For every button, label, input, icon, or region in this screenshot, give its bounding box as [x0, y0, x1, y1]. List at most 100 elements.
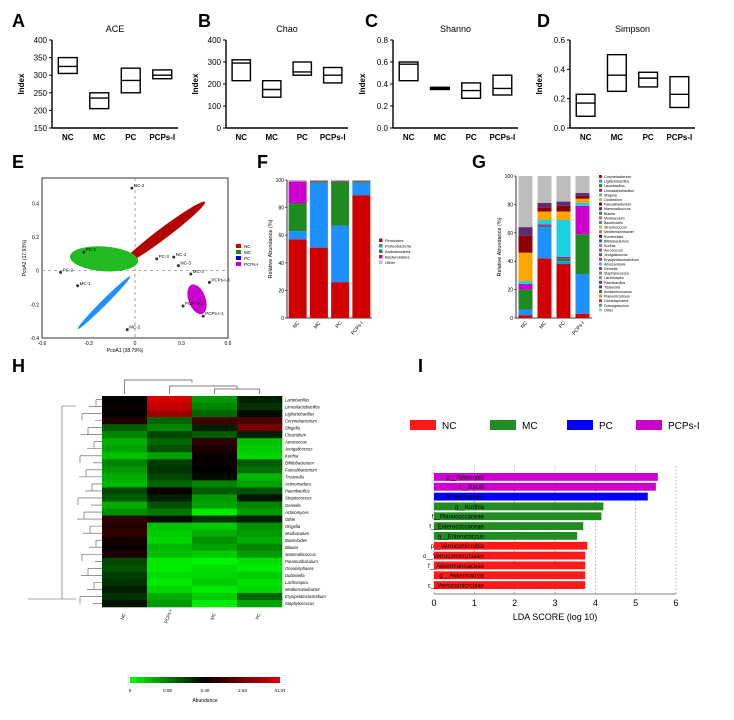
point-pc-1 [82, 250, 86, 254]
heatmap-cell [192, 445, 238, 453]
row-label: Kurthia [285, 454, 299, 459]
scale-tick-label: 0.40 [201, 688, 210, 693]
row-label: Mediterraneibacter [285, 587, 321, 592]
legend-label: NC [244, 244, 251, 249]
heatmap-cell [237, 550, 283, 559]
panel-letter-i: I [418, 356, 423, 376]
legend-label: Erysipelatoclostridium [604, 258, 639, 262]
heatmap-cell [237, 564, 283, 573]
scale-tick-label: 0.08 [163, 688, 172, 693]
point-pcps-i-1 [201, 314, 205, 318]
heatmap-cell [237, 445, 283, 453]
x-tick-label: 6 [673, 598, 678, 608]
heatmap-cell [192, 424, 238, 432]
heatmap-cell [237, 543, 283, 552]
bar-segment-mc [537, 227, 552, 259]
y-tick-label: 100 [276, 178, 285, 184]
legend-swatch [379, 238, 383, 242]
legend-swatch [599, 257, 602, 261]
heatmap-cell [102, 508, 148, 516]
legend-swatch [599, 248, 602, 252]
heatmap-cell [102, 396, 148, 404]
bar-segment-pc [556, 211, 571, 221]
legend-swatch [599, 294, 602, 298]
legend-swatch [599, 221, 602, 224]
bar-segment-pc [556, 264, 571, 318]
heatmap-cell [147, 529, 193, 537]
heatmap-cell [237, 410, 283, 418]
row-dendrogram [28, 399, 102, 604]
pcps-ellipse [187, 284, 207, 315]
y-tick-label: 0.2 [377, 102, 389, 111]
heatmap-cell [147, 592, 193, 601]
legend-label: Jeotgalicoccus [604, 253, 628, 257]
heatmap-cell [147, 466, 193, 474]
y-tick-label: 300 [208, 58, 222, 67]
legend-label: PCPs-I [668, 421, 700, 432]
boxplot-d: 0.0 0.2 0.4 0.6 Simpson Index NC MC PC PCPs-I [535, 24, 695, 142]
y-tick-label: 0.4 [32, 201, 39, 207]
bar-label: f__Enterococcaceae [429, 525, 484, 531]
bar-segment-mc [537, 202, 552, 208]
heatmap-cell [192, 536, 238, 544]
y-tick-label: 0.2 [554, 95, 566, 104]
legend-label: Dolosigranulum [604, 304, 629, 308]
heatmap-cell [192, 501, 238, 509]
heatmap-cell [102, 452, 148, 460]
chart-title: ACE [106, 24, 125, 34]
scale-label: Abundance [192, 698, 218, 704]
x-tick-label: 0 [431, 598, 436, 608]
scale-tick-label: 0 [129, 688, 132, 693]
bar-label: p__Verrucomicrobia [431, 544, 485, 550]
x-tick-label: 4 [593, 598, 598, 608]
legend-swatch [236, 244, 241, 248]
legend-label: Bacteroides [604, 221, 623, 225]
heatmap-cell [102, 487, 148, 495]
heatmap-cell [147, 536, 193, 544]
heatmap-cell [237, 466, 283, 474]
chart-title: Simpson [615, 24, 650, 34]
heatmap-cell [237, 480, 283, 488]
row-label: Limosilactobacillus [285, 404, 321, 409]
y-tick-label: 150 [34, 124, 48, 133]
row-label: Shigella [285, 425, 301, 430]
y-tick-label: 250 [34, 89, 48, 98]
legend-swatch [599, 202, 602, 206]
box-pcps-i [152, 69, 173, 80]
heatmap-cell [147, 459, 193, 467]
x-tick-label: PCPs-I [489, 133, 515, 142]
lda-bar [434, 502, 604, 511]
panel-letter-d: D [537, 11, 550, 31]
legend-label: PCPs-I [244, 262, 258, 267]
point-label: PC-2 [63, 267, 74, 272]
legend-swatch [379, 255, 383, 259]
heatmap-cell [147, 410, 193, 418]
legend-label: Alloscardovia [604, 262, 625, 266]
bar-segment-pc [556, 220, 571, 257]
y-tick-label: 200 [34, 106, 48, 115]
lda-bar [434, 512, 602, 521]
legend-swatch [599, 285, 602, 289]
bar-label: c__Verrucomicrobiae [428, 584, 485, 590]
x-tick-label: -0.6 [38, 341, 47, 347]
legend-label: Mammaliicoccus [604, 207, 631, 211]
legend-swatch [599, 225, 602, 229]
bar-segment-pcps-i [352, 180, 371, 182]
point-label: NC-1 [176, 252, 187, 257]
legend-swatch [599, 234, 602, 238]
legend-label: MC [244, 250, 252, 255]
heatmap-cell [102, 473, 148, 481]
bar-segment-pc [331, 225, 350, 283]
legend-swatch [599, 239, 602, 243]
x-tick-label: PC [297, 133, 308, 142]
heatmap-cell [192, 473, 238, 481]
legend-label: Shigella [604, 193, 617, 197]
y-tick-label: 0 [510, 316, 513, 322]
legend-label: Other [604, 308, 614, 312]
legend-swatch [379, 249, 383, 253]
bar-label: c__Bacilli [459, 485, 484, 491]
bar-segment-pc [331, 180, 350, 182]
row-label: Jeotgalicoccus [284, 447, 313, 452]
legend-swatch [599, 290, 602, 293]
row-label: Tissierella [285, 475, 304, 480]
